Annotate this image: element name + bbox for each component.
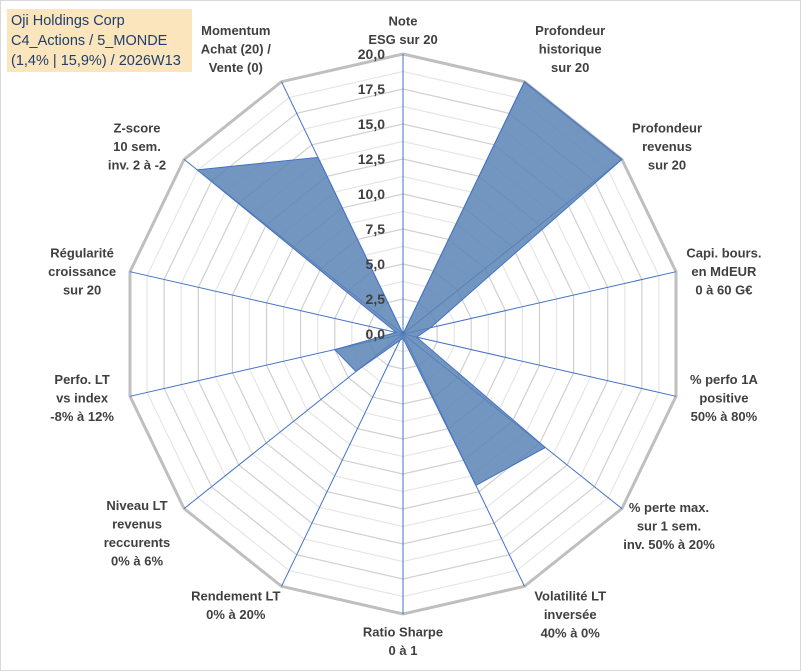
chart-title-box: Oji Holdings Corp C4_Actions / 5_MONDE (…	[7, 9, 192, 72]
tick-label-3: 7,5	[366, 221, 386, 237]
axis-label-1-line-1: historique	[539, 42, 602, 57]
axis-label-4-line-0: % perfo 1A	[690, 372, 759, 387]
axis-label-2-line-0: Profondeur	[632, 121, 702, 136]
axis-label-11-line-1: croissance	[48, 264, 116, 279]
axis-label-5-line-1: sur 1 sem.	[637, 519, 701, 534]
axis-label-13-line-0: Momentum	[201, 23, 270, 38]
axis-label-13-line-1: Achat (20) /	[201, 42, 271, 57]
axis-label-10-line-0: Perfo. LT	[54, 372, 109, 387]
axis-label-10-line-2: -8% à 12%	[50, 409, 114, 424]
tick-label-2: 5,0	[366, 256, 386, 272]
radar-tick-labels: 0,0 2,5 5,0 7,5 10,0 12,5 15,0 17,5 20,0	[358, 46, 385, 342]
axis-label-3-line-1: en MdEUR	[691, 264, 757, 279]
tick-label-7: 17,5	[358, 81, 385, 97]
tick-label-1: 2,5	[366, 291, 386, 307]
axis-label-2-line-1: revenus	[642, 139, 692, 154]
axis-label-6-line-2: 40% à 0%	[541, 625, 601, 640]
axis-label-9-line-0: Niveau LT	[106, 498, 167, 513]
axis-label-5-line-0: % perte max.	[629, 500, 709, 515]
axis-label-9-line-3: 0% à 6%	[111, 554, 163, 569]
axis-label-10-line-1: vs index	[56, 390, 109, 405]
spoke-8	[281, 333, 404, 587]
axis-label-13-line-2: Vente (0)	[209, 60, 263, 75]
axis-label-2-line-2: sur 20	[648, 158, 686, 173]
spoke-4	[402, 333, 677, 397]
axis-label-9-line-1: revenus	[112, 517, 162, 532]
axis-label-12-line-0: Z-score	[114, 121, 161, 136]
axis-label-4-line-2: 50% à 80%	[691, 409, 758, 424]
radar-series	[195, 80, 623, 487]
tick-label-0: 0,0	[366, 326, 386, 342]
axis-label-8-line-0: Rendement LT	[191, 588, 280, 603]
axis-label-12-line-2: inv. 2 à -2	[108, 158, 166, 173]
radar-axis-labels: Note ESG sur 20 Profondeur historique sur 20…	[48, 14, 761, 659]
axis-label-5-line-2: inv. 50% à 20%	[623, 537, 715, 552]
tick-label-8: 20,0	[358, 46, 385, 62]
axis-label-7-line-1: 0 à 1	[389, 643, 418, 658]
spoke-3	[402, 271, 677, 335]
axis-label-9-line-2: reccurents	[104, 535, 170, 550]
tick-label-5: 12,5	[358, 151, 385, 167]
title-stats: (1,4% | 15,9%) / 2026W13	[11, 53, 181, 69]
axis-label-3-line-0: Capi. bours.	[686, 246, 761, 261]
axis-label-1-line-0: Profondeur	[535, 23, 605, 38]
title-category: C4_Actions / 5_MONDE	[11, 33, 168, 49]
tick-label-6: 15,0	[358, 116, 385, 132]
tick-label-4: 10,0	[358, 186, 385, 202]
axis-label-3-line-2: 0 à 60 G€	[695, 283, 752, 298]
axis-label-11-line-2: sur 20	[63, 283, 101, 298]
axis-label-0-line-1: ESG sur 20	[368, 32, 437, 47]
spoke-11	[129, 271, 404, 335]
axis-label-8-line-1: 0% à 20%	[206, 607, 266, 622]
axis-label-1-line-2: sur 20	[551, 60, 589, 75]
title-company: Oji Holdings Corp	[11, 13, 125, 29]
series-area-0	[195, 80, 623, 487]
axis-label-7-line-0: Ratio Sharpe	[363, 625, 443, 640]
axis-label-4-line-1: positive	[699, 390, 748, 405]
axis-label-12-line-1: 10 sem.	[113, 139, 161, 154]
axis-label-0-line-0: Note	[389, 14, 418, 29]
axis-label-6-line-0: Volatilité LT	[534, 588, 606, 603]
axis-label-11-line-0: Régularité	[50, 246, 114, 261]
axis-label-6-line-1: inversée	[544, 607, 597, 622]
